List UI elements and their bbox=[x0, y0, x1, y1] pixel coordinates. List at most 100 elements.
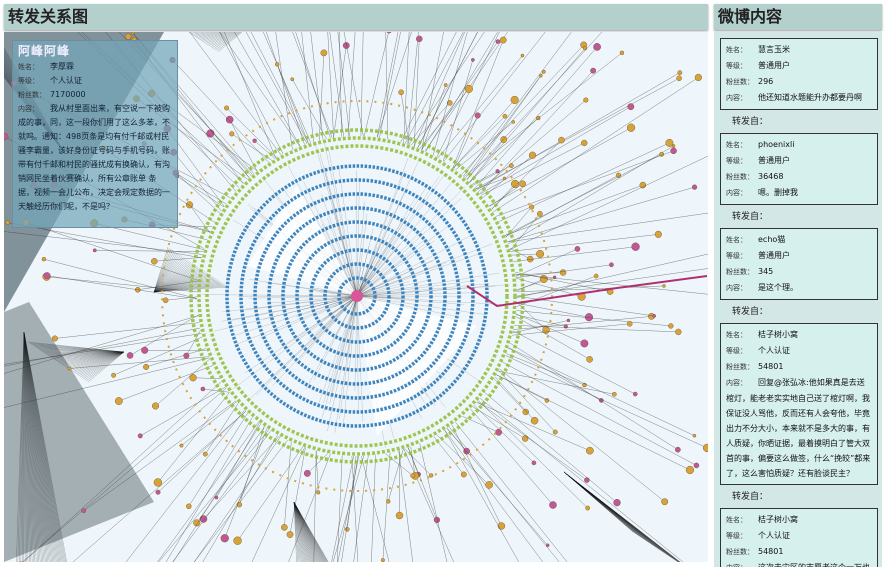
inner-edge bbox=[230, 295, 358, 321]
spoke bbox=[376, 32, 399, 138]
spoke bbox=[476, 402, 590, 451]
fan-line bbox=[51, 351, 125, 358]
fan-line bbox=[67, 351, 125, 369]
fan-line bbox=[81, 351, 125, 379]
label: 内容： bbox=[726, 94, 747, 102]
fan-line bbox=[563, 471, 672, 558]
ring bbox=[239, 178, 475, 414]
spoke bbox=[263, 32, 311, 143]
inner-edge bbox=[356, 279, 429, 297]
spoke bbox=[188, 412, 249, 507]
label: 粉丝数： bbox=[726, 548, 754, 556]
ring bbox=[225, 164, 489, 428]
inner-edge bbox=[323, 295, 358, 320]
node bbox=[692, 433, 697, 438]
spoke bbox=[499, 368, 665, 502]
inner-edge bbox=[335, 295, 358, 336]
spoke bbox=[481, 142, 585, 196]
spoke bbox=[489, 127, 632, 207]
panel-title: 微博内容 bbox=[714, 4, 882, 30]
fan-line bbox=[72, 351, 125, 372]
node bbox=[619, 50, 625, 55]
spoke bbox=[205, 403, 239, 455]
fan-line bbox=[153, 277, 215, 293]
spoke bbox=[351, 455, 359, 562]
fan-line bbox=[197, 32, 222, 39]
post-row: 姓名： phoenixli bbox=[726, 137, 872, 153]
value: phoenixli bbox=[758, 140, 795, 149]
spoke bbox=[382, 452, 391, 561]
post-row: 姓名： 慧言玉米 bbox=[726, 42, 872, 58]
node bbox=[495, 39, 501, 44]
spoke bbox=[172, 423, 261, 562]
inner-edge bbox=[356, 295, 486, 315]
spoke bbox=[146, 348, 206, 368]
spoke bbox=[224, 428, 268, 539]
fan-line bbox=[563, 471, 635, 534]
node bbox=[111, 372, 116, 378]
fan-line bbox=[37, 347, 125, 353]
spoke bbox=[469, 139, 504, 183]
spoke bbox=[379, 32, 401, 138]
forwarded-label: 转发自： bbox=[732, 307, 769, 317]
spoke bbox=[419, 443, 448, 562]
spoke bbox=[405, 32, 464, 144]
fan-line bbox=[153, 248, 172, 293]
node bbox=[511, 179, 520, 188]
label: 内容： bbox=[726, 561, 758, 567]
inner-edge bbox=[303, 181, 358, 297]
spoke bbox=[455, 422, 568, 562]
fan-line bbox=[207, 32, 235, 46]
inner-edge bbox=[356, 262, 447, 297]
ring-thin bbox=[161, 100, 553, 492]
spoke bbox=[360, 32, 364, 137]
root-node bbox=[351, 290, 363, 302]
spoke bbox=[284, 441, 292, 528]
fan-line bbox=[563, 471, 666, 554]
fan-line bbox=[23, 331, 41, 562]
fan-line bbox=[563, 471, 681, 562]
fan-line bbox=[23, 331, 54, 562]
spoke bbox=[472, 406, 526, 439]
fan-line bbox=[23, 331, 67, 562]
spoke bbox=[341, 455, 359, 562]
fan-line bbox=[60, 351, 125, 364]
spoke bbox=[361, 455, 390, 562]
post-card: 姓名： 慧言玉米 等级： 普通用户 粉丝数： 296 内容： 他还知道水题能升办都要丹啊 bbox=[720, 38, 878, 110]
node bbox=[590, 67, 597, 74]
spoke bbox=[165, 417, 253, 562]
node bbox=[395, 511, 404, 520]
fan-line bbox=[563, 471, 668, 555]
fan-line bbox=[75, 351, 125, 375]
node bbox=[519, 180, 526, 188]
node bbox=[531, 460, 537, 466]
node bbox=[281, 524, 288, 531]
spoke bbox=[219, 32, 284, 155]
fan-line bbox=[57, 351, 125, 362]
spoke bbox=[513, 330, 636, 395]
spoke bbox=[250, 32, 309, 144]
node bbox=[585, 505, 591, 511]
spoke bbox=[474, 46, 598, 189]
spoke bbox=[343, 32, 364, 137]
highlight-path bbox=[466, 275, 708, 308]
fan-line bbox=[27, 341, 125, 353]
inner-edge bbox=[356, 197, 462, 297]
fan-line bbox=[563, 471, 680, 562]
node bbox=[586, 446, 594, 455]
node bbox=[485, 481, 493, 489]
fan-line bbox=[293, 501, 297, 562]
fan-line bbox=[200, 32, 227, 41]
fan-line bbox=[293, 501, 300, 562]
fan-line bbox=[293, 501, 324, 562]
spoke bbox=[515, 314, 566, 327]
node bbox=[320, 49, 328, 57]
node bbox=[668, 323, 674, 329]
value: 我从村里面出来，有空说一下被购成的事，同，这一段你们用了这么多苯，不就呜。通知：… bbox=[18, 104, 170, 211]
spoke bbox=[363, 32, 389, 137]
fan-line bbox=[563, 471, 681, 562]
post-row: 等级： 普通用户 bbox=[726, 248, 872, 264]
spoke bbox=[337, 32, 350, 137]
node bbox=[429, 473, 434, 478]
